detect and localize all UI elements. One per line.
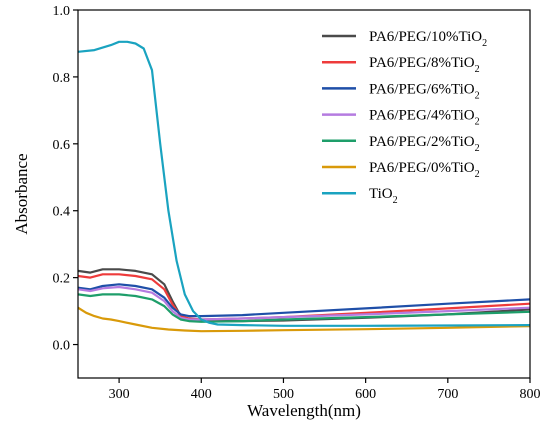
- legend: PA6/PEG/10%TiO2 PA6/PEG/8%TiO2 PA6/PEG/6%T…: [322, 29, 487, 206]
- x-tick-label: 700: [437, 387, 458, 402]
- y-tick-label: 0.2: [53, 272, 71, 287]
- series-line-6: [78, 306, 530, 333]
- legend-label-7: TiO2: [369, 186, 398, 206]
- y-axis-title: Absorbance: [12, 153, 31, 234]
- series-line-4: [78, 285, 530, 321]
- x-axis-title: Wavelength(nm): [247, 401, 361, 420]
- y-tick-label: 1.0: [53, 4, 71, 19]
- y-tick-label: 0.4: [53, 205, 71, 220]
- x-tick-label: 400: [191, 387, 212, 402]
- series-line-5: [78, 293, 530, 323]
- x-tick-label: 300: [109, 387, 130, 402]
- plot-area: [77, 9, 531, 379]
- legend-label-5: PA6/PEG/2%TiO2: [369, 134, 480, 154]
- series-line-3: [78, 283, 530, 318]
- y-tick-label: 0.0: [53, 339, 71, 354]
- series-line-7: [78, 40, 530, 327]
- x-tick-label: 500: [273, 387, 294, 402]
- legend-label-3: PA6/PEG/6%TiO2: [369, 81, 480, 101]
- legend-label-1: PA6/PEG/10%TiO2: [369, 29, 487, 49]
- y-axis: 0.0 0.2 0.4 0.6 0.8 1.0: [53, 4, 78, 354]
- x-axis: 300 400 500 600 700 800: [109, 378, 541, 402]
- x-tick-label: 800: [520, 387, 541, 402]
- legend-label-6: PA6/PEG/0%TiO2: [369, 160, 480, 180]
- x-tick-label: 600: [355, 387, 376, 402]
- y-tick-label: 0.6: [53, 138, 71, 153]
- y-tick-label: 0.8: [53, 71, 71, 86]
- legend-label-4: PA6/PEG/4%TiO2: [369, 108, 480, 128]
- plot-frame: [77, 9, 531, 379]
- legend-label-2: PA6/PEG/8%TiO2: [369, 55, 480, 75]
